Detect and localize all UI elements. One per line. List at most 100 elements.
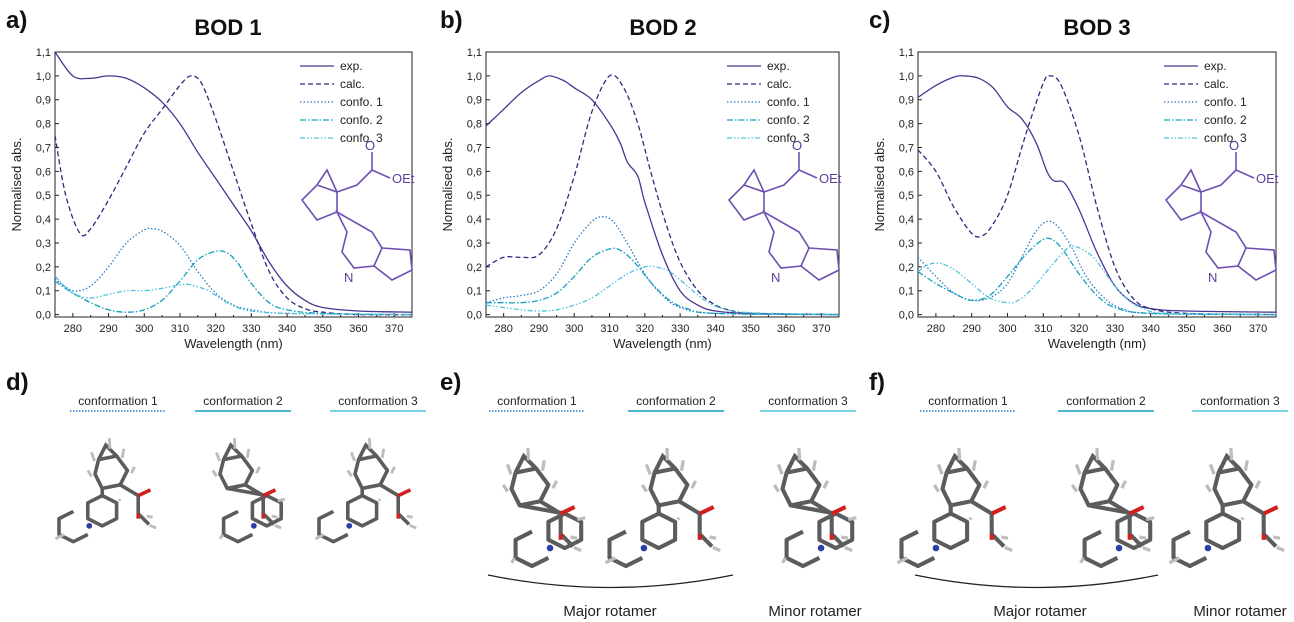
y-tick-label: 0,3 xyxy=(899,238,914,250)
hydrogen-bond xyxy=(1276,545,1285,553)
nitrogen-atom xyxy=(932,544,940,552)
major-rotamer-arc xyxy=(914,574,1159,589)
fused-ring xyxy=(513,529,550,569)
x-tick-label: 330 xyxy=(671,323,689,335)
hydrogen-bond xyxy=(107,437,112,449)
hydrogen-bond xyxy=(957,447,962,461)
aromatic-ring xyxy=(640,511,678,551)
hydrogen-bond xyxy=(1109,460,1115,472)
hydrogen-bond xyxy=(847,516,857,522)
ester-chain xyxy=(1242,499,1278,548)
nitrogen-atom xyxy=(546,544,554,552)
hydrogen-bond xyxy=(406,514,413,519)
hydrogen-bond xyxy=(245,448,251,459)
core-ring xyxy=(353,454,390,491)
x-axis-label: Wavelength (nm) xyxy=(613,336,712,351)
conformer-molecule xyxy=(54,437,157,544)
hydrogen-bond xyxy=(377,498,382,502)
hydrogen-bond xyxy=(346,469,353,478)
x-tick-label: 280 xyxy=(64,323,82,335)
hydrogen-bond xyxy=(409,523,417,530)
hydrogen-bond xyxy=(1095,447,1100,461)
core-ring xyxy=(780,466,822,508)
hydrogen-bond xyxy=(896,556,908,565)
conformation-label: conformation 3 xyxy=(768,394,848,408)
hydrogen-bond xyxy=(570,535,578,540)
y-tick-label: 0,5 xyxy=(899,190,914,202)
x-tick-label: 360 xyxy=(777,323,795,335)
series-line-confo-3 xyxy=(918,245,1276,316)
y-tick-label: 0,7 xyxy=(467,142,482,154)
panel-letter: d) xyxy=(6,369,29,396)
hydrogen-bond xyxy=(1273,535,1281,540)
hydrogen-bond xyxy=(644,463,652,475)
chart-title: BOD 1 xyxy=(194,15,261,40)
series-line-calc- xyxy=(55,75,412,316)
x-tick-label: 290 xyxy=(963,323,981,335)
ether-bond xyxy=(371,169,391,179)
molecule-oxygen: O xyxy=(365,138,375,153)
core-ring xyxy=(648,466,690,508)
aromatic-ring xyxy=(546,511,584,551)
hydrogen-bond xyxy=(120,448,126,459)
series-line-confo-3 xyxy=(55,275,412,316)
fused-ring xyxy=(607,529,644,569)
hydrogen-bond xyxy=(277,497,286,503)
hydrogen-bond xyxy=(772,484,780,493)
nitrogen-atom xyxy=(640,544,648,552)
ester-chain xyxy=(810,499,846,548)
y-tick-label: 0,9 xyxy=(899,95,914,107)
hydrogen-bond xyxy=(551,480,559,489)
legend-label: confo. 1 xyxy=(767,95,810,109)
aromatic-ring xyxy=(346,493,379,528)
x-tick-label: 310 xyxy=(171,323,189,335)
core-bridge xyxy=(652,452,677,474)
legend-label: confo. 2 xyxy=(340,113,383,127)
conformer-molecule xyxy=(604,447,721,569)
hydrogen-bond xyxy=(271,514,278,519)
x-tick-label: 320 xyxy=(1070,323,1088,335)
hydrogen-bond xyxy=(1145,516,1155,522)
hydrogen-bond xyxy=(274,523,282,530)
hydrogen-bond xyxy=(117,498,122,502)
x-tick-label: 350 xyxy=(1177,323,1195,335)
hydrogen-bond xyxy=(90,451,96,462)
y-tick-label: 0,2 xyxy=(899,262,914,274)
hydrogen-bond xyxy=(841,535,849,540)
y-tick-label: 0,9 xyxy=(36,95,51,107)
aromatic-ring xyxy=(932,511,970,551)
fused-ring xyxy=(784,529,821,569)
hydrogen-bond xyxy=(797,447,802,461)
major-rotamer-label: Major rotamer xyxy=(563,603,656,620)
y-tick-label: 1,1 xyxy=(467,47,482,59)
hydrogen-bond xyxy=(712,545,721,553)
carbonyl-oxygen xyxy=(830,505,847,516)
aromatic-ring xyxy=(762,209,810,269)
x-tick-label: 310 xyxy=(1034,323,1052,335)
series-line-confo-1 xyxy=(55,227,412,316)
hydrogen-bond xyxy=(505,463,513,475)
x-tick-label: 290 xyxy=(530,323,548,335)
ester-chain xyxy=(119,483,151,526)
y-tick-label: 0,5 xyxy=(36,190,51,202)
hydrogen-bond xyxy=(1243,460,1249,472)
molecule-structure: O OEt N xyxy=(727,138,842,285)
legend-label: confo. 1 xyxy=(340,95,383,109)
hydrogen-bond xyxy=(968,516,973,521)
legend-label: calc. xyxy=(1204,77,1229,91)
hydrogen-bond xyxy=(54,533,65,541)
hydrogen-bond xyxy=(540,460,546,472)
y-tick-label: 0,4 xyxy=(36,214,51,226)
panel-letter: c) xyxy=(869,7,890,34)
conformer-panel-1: d) conformation 1 conformation 2 conformati… xyxy=(6,369,426,544)
series-line-confo-2 xyxy=(486,247,839,316)
hydrogen-bond xyxy=(1254,480,1262,489)
minor-rotamer-label: Minor rotamer xyxy=(1193,603,1286,620)
y-tick-label: 0,6 xyxy=(36,166,51,178)
x-tick-label: 320 xyxy=(206,323,224,335)
y-tick-label: 0,7 xyxy=(36,142,51,154)
hydrogen-bond xyxy=(576,516,586,522)
aromatic-ring xyxy=(1204,511,1242,551)
x-tick-label: 350 xyxy=(742,323,760,335)
conformation-label: conformation 1 xyxy=(497,394,577,408)
